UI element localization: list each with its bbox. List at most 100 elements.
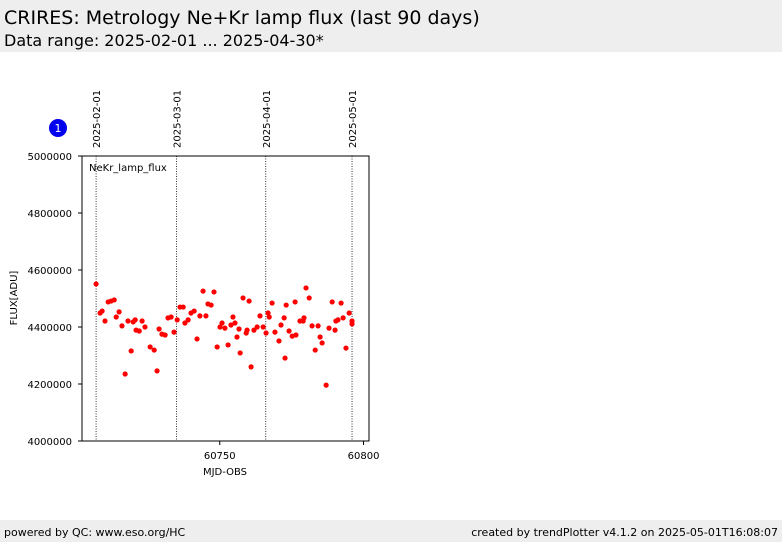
point (340, 315, 346, 321)
point (182, 320, 188, 326)
point (228, 322, 234, 328)
point (219, 320, 225, 326)
point (171, 329, 177, 335)
footer-right: created by trendPlotter v4.1.2 on 2025-0… (471, 526, 778, 539)
point (99, 308, 105, 314)
point (309, 323, 315, 329)
point (244, 327, 250, 333)
point (276, 338, 282, 344)
point (194, 336, 200, 342)
point (240, 295, 246, 301)
y-axis-label: FLUX[ADU] (9, 271, 20, 326)
point (147, 344, 153, 350)
point (113, 314, 119, 320)
point (272, 329, 278, 335)
point (346, 310, 352, 316)
point (332, 327, 338, 333)
point (211, 289, 217, 295)
y-tick-label: 4400000 (27, 323, 72, 334)
point (217, 324, 223, 330)
point (323, 382, 329, 388)
x-axis-label: MJD-OBS (203, 467, 247, 478)
point (191, 308, 197, 314)
point (260, 324, 266, 330)
y-tick-label: 4800000 (27, 209, 72, 220)
point (214, 344, 220, 350)
legend-label: NeKr_lamp_flux (89, 163, 167, 174)
y-tick-label: 4600000 (27, 266, 72, 277)
point (282, 355, 288, 361)
point (319, 340, 325, 346)
point (128, 348, 134, 354)
point (185, 317, 191, 323)
point (225, 342, 231, 348)
badge: 1 (55, 122, 62, 135)
x-tick-label: 60800 (348, 451, 380, 462)
plot-frame (81, 155, 370, 442)
date-label: 2025-05-01 (348, 90, 359, 148)
point (248, 364, 254, 370)
point (174, 317, 180, 323)
point (162, 332, 168, 338)
badge-circle (49, 119, 67, 137)
point (111, 297, 117, 303)
point (122, 371, 128, 377)
point (269, 300, 275, 306)
point (142, 324, 148, 330)
point (200, 288, 206, 294)
point (208, 302, 214, 308)
point (278, 322, 284, 328)
point (257, 313, 263, 319)
point (136, 328, 142, 334)
point (154, 368, 160, 374)
point (306, 295, 312, 301)
point (254, 324, 260, 330)
header-band (0, 0, 782, 52)
point (116, 309, 122, 315)
point (234, 334, 240, 340)
point (102, 318, 108, 324)
point (266, 314, 272, 320)
point (301, 315, 307, 321)
point (139, 318, 145, 324)
point (317, 334, 323, 340)
point (237, 350, 243, 356)
point (251, 327, 257, 333)
point (156, 326, 162, 332)
point (338, 300, 344, 306)
point (236, 326, 242, 332)
point (292, 299, 298, 305)
date-label: 2025-04-01 (262, 90, 273, 148)
point (315, 323, 321, 329)
point (265, 310, 271, 316)
point (246, 298, 252, 304)
title: CRIRES: Metrology Ne+Kr lamp flux (last … (4, 7, 480, 29)
footer-left: powered by QC: www.eso.org/HC (4, 526, 186, 539)
y-tick-label: 4000000 (27, 437, 72, 448)
point (132, 317, 138, 323)
point (326, 325, 332, 331)
point (329, 299, 335, 305)
point (119, 323, 125, 329)
point (349, 321, 355, 327)
point (303, 285, 309, 291)
point (151, 347, 157, 353)
point (281, 315, 287, 321)
point (232, 320, 238, 326)
y-tick-label: 5000000 (27, 152, 72, 163)
point (343, 345, 349, 351)
point (335, 317, 341, 323)
point (93, 281, 99, 287)
point (286, 328, 292, 334)
point (283, 302, 289, 308)
point (312, 347, 318, 353)
point (203, 313, 209, 319)
point (263, 330, 269, 336)
point (125, 318, 131, 324)
footer-band (0, 520, 782, 542)
point (293, 332, 299, 338)
x-tick-label: 60750 (204, 451, 236, 462)
subtitle: Data range: 2025-02-01 ... 2025-04-30* (4, 31, 324, 50)
point (222, 325, 228, 331)
